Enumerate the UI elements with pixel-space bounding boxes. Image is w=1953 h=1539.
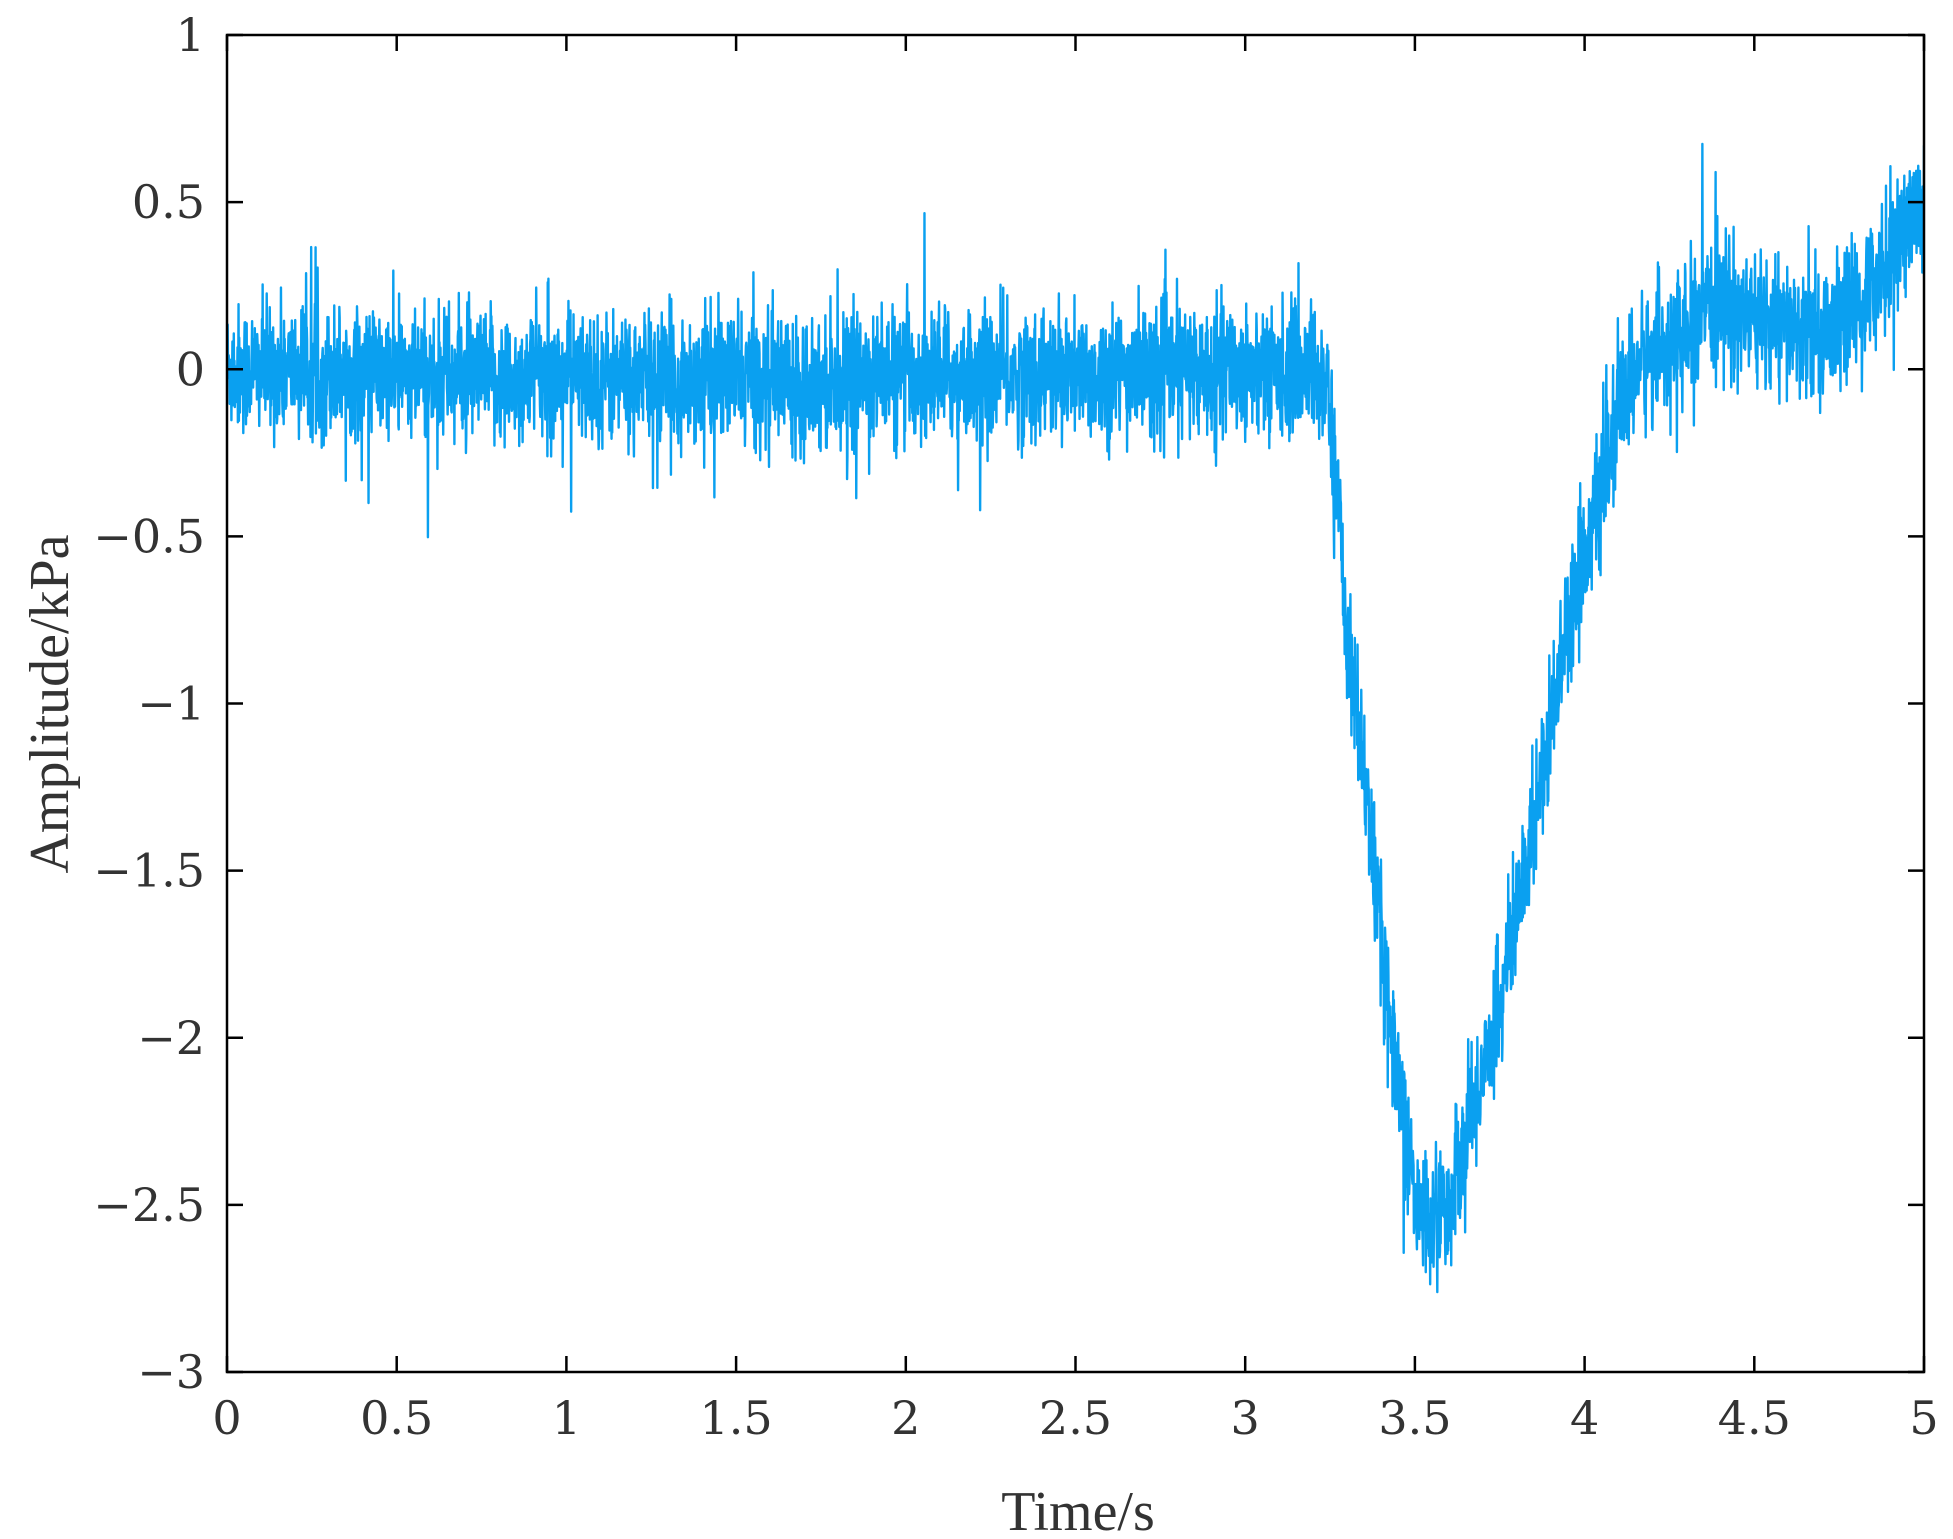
y-tick-label: 0 [176,342,205,396]
x-tick-label: 3.5 [1378,1391,1451,1445]
y-tick-label: −1 [137,677,205,731]
x-tick-label: 4 [1570,1391,1599,1445]
y-tick-label: −2.5 [93,1178,205,1232]
y-axis-title: Amplitude/kPa [19,534,81,873]
x-tick-label: 2.5 [1039,1391,1112,1445]
x-tick-label: 1.5 [700,1391,773,1445]
y-tick-label: −1.5 [93,844,205,898]
y-tick-label: −3 [137,1345,205,1399]
x-tick-label: 0 [212,1391,241,1445]
x-tick-label: 3 [1231,1391,1260,1445]
y-tick-label: −2 [137,1011,205,1065]
y-tick-label: 1 [176,8,205,62]
y-tick-label: −0.5 [93,509,205,563]
x-tick-label: 2 [891,1391,920,1445]
x-tick-label: 0.5 [360,1391,433,1445]
x-tick-label: 1 [552,1391,581,1445]
x-tick-label: 4.5 [1718,1391,1791,1445]
y-tick-label: 0.5 [132,175,205,229]
x-axis-title: Time/s [1001,1481,1155,1539]
x-tick-label: 5 [1909,1391,1938,1445]
series-line [227,142,1924,1294]
